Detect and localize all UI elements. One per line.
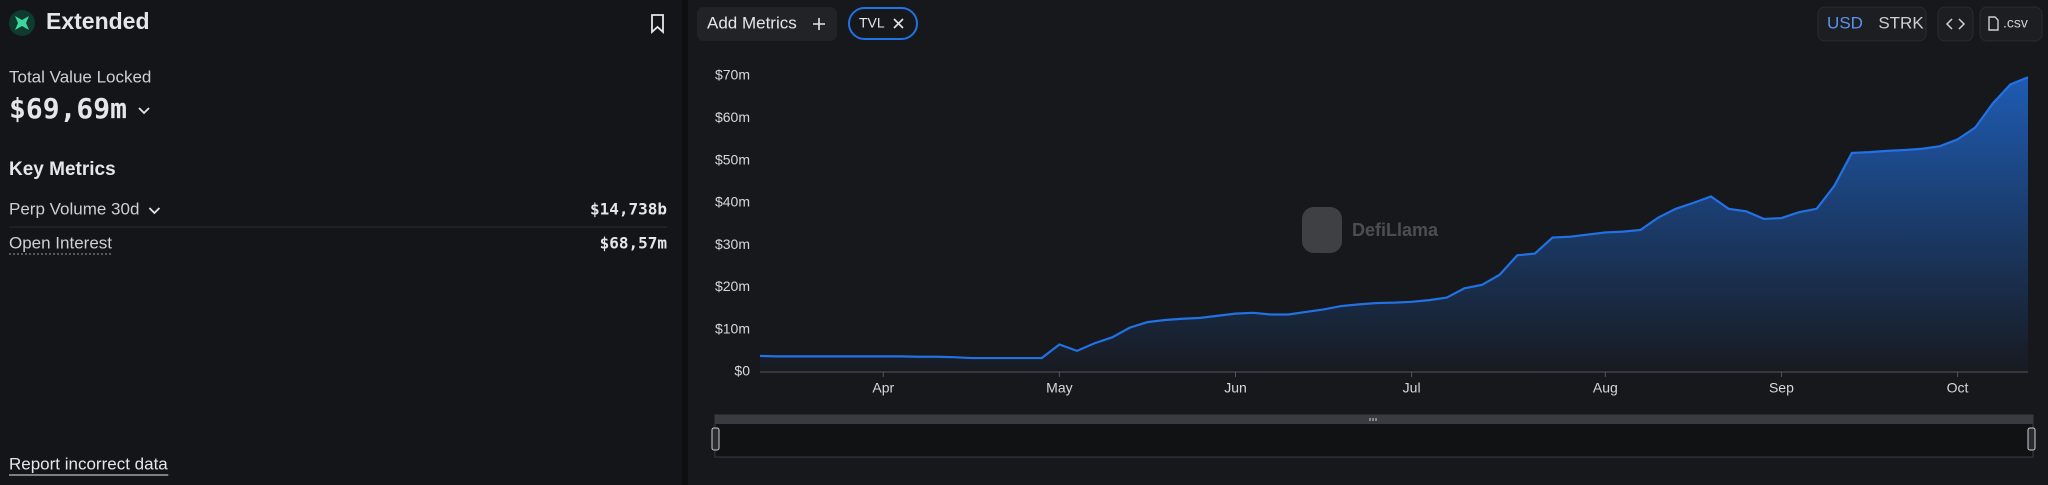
file-icon	[1988, 16, 1999, 31]
chevron[interactable]	[148, 207, 161, 215]
watermark-text: DefiLlama	[1352, 220, 1439, 240]
slider-bar[interactable]	[715, 415, 2033, 424]
x-tick-label: Aug	[1593, 380, 1618, 396]
line	[759, 76, 2029, 360]
slider-grip	[1369, 418, 1377, 421]
csv-label: .csv	[2003, 15, 2028, 31]
close-icon[interactable]	[893, 18, 904, 29]
csv-button[interactable]	[1979, 6, 2043, 42]
y-tick-label: $10m	[715, 320, 750, 336]
plus-icon	[813, 18, 825, 30]
currency-option[interactable]: USD	[1827, 13, 1863, 32]
currency-option[interactable]: STRK	[1878, 13, 1924, 32]
metric-value: $68,57m	[600, 234, 668, 253]
code-icon	[1945, 18, 1966, 30]
slider-handle[interactable]	[711, 427, 720, 451]
protocol-name: Extended	[46, 8, 150, 34]
metric-value: $14,738b	[590, 200, 667, 219]
y-tick-label: $0	[734, 363, 750, 379]
tvl-label: Total Value Locked	[9, 67, 151, 86]
logo-mark	[15, 16, 29, 30]
embed-button[interactable]	[1937, 6, 1974, 42]
currency-toggle	[1817, 6, 1927, 42]
x-tick-label: May	[1046, 380, 1072, 396]
chevron[interactable]	[138, 107, 150, 115]
add-metrics-label: Add Metrics	[707, 13, 797, 32]
watermark: DefiLlama	[1302, 207, 1439, 253]
key-metrics-title: Key Metrics	[9, 159, 116, 180]
y-tick-label: $20m	[715, 278, 750, 294]
x-tick-label: Oct	[1947, 380, 1969, 396]
tvl-value[interactable]: $69,69m	[9, 92, 127, 125]
x-tick-label: Sep	[1769, 380, 1794, 396]
report-link[interactable]: Report incorrect data	[9, 454, 168, 473]
add-metrics-button[interactable]	[697, 7, 837, 41]
x-tick-label: Apr	[872, 380, 894, 396]
x-tick-label: Jul	[1403, 380, 1421, 396]
bookmark-icon[interactable]	[651, 14, 664, 35]
x-tick-label: Jun	[1224, 380, 1247, 396]
divider	[682, 0, 688, 485]
slider-handle[interactable]	[2027, 427, 2036, 451]
metric-chip[interactable]	[848, 7, 918, 40]
y-tick-label: $30m	[715, 236, 750, 252]
chip-label: TVL	[859, 15, 885, 31]
y-tick-label: $70m	[715, 67, 750, 83]
sidebar-bg	[0, 0, 682, 485]
area	[760, 77, 2028, 373]
watermark-logo	[1302, 207, 1342, 253]
metric-label[interactable]: Open Interest	[9, 233, 112, 252]
y-tick-label: $60m	[715, 109, 750, 125]
metric-label[interactable]: Perp Volume 30d	[9, 199, 139, 218]
y-tick-label: $50m	[715, 151, 750, 167]
y-tick-label: $40m	[715, 194, 750, 210]
